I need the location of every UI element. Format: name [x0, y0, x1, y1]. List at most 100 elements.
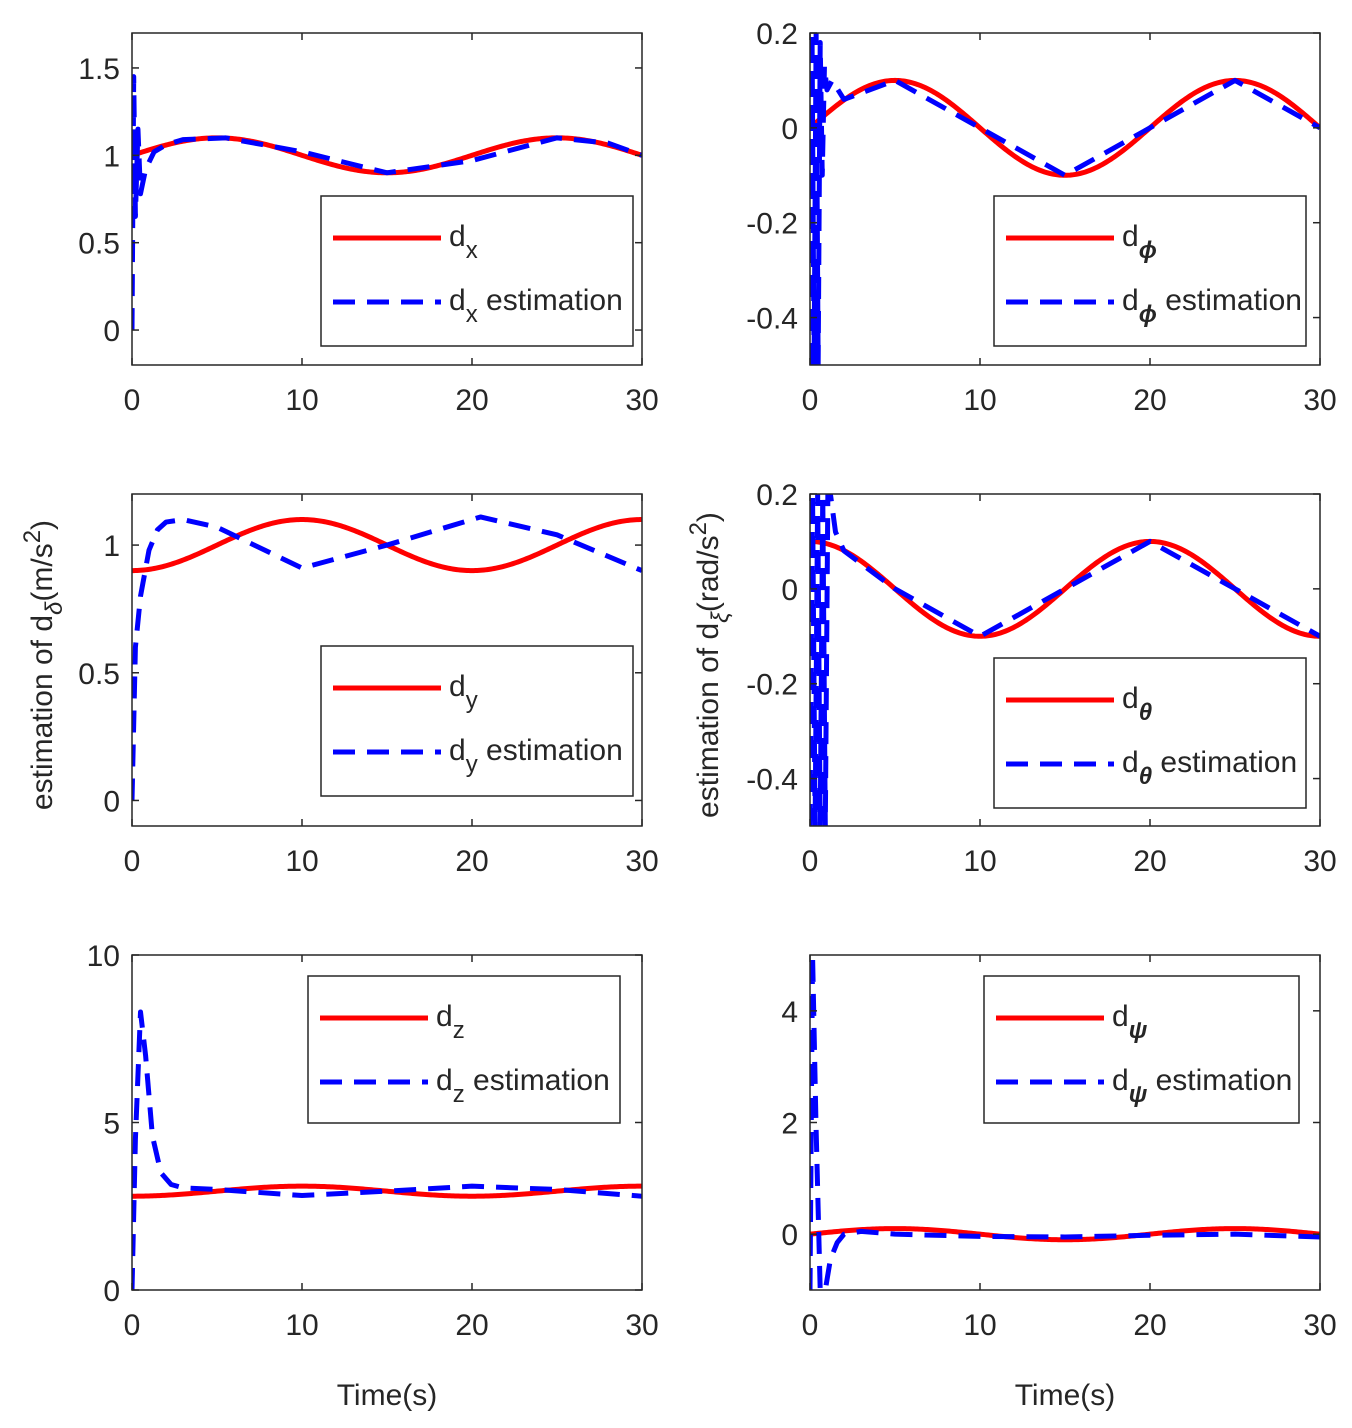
legend-label-tail: estimation [478, 734, 623, 767]
x-tick-label: 30 [625, 384, 658, 417]
legend-label-estimation: dθ estimation [1122, 746, 1297, 790]
x-tick-label: 20 [1133, 1309, 1166, 1342]
x-tick-label: 10 [963, 384, 996, 417]
series-estimation-line [132, 74, 642, 331]
legend-box [320, 645, 634, 797]
legend-label-base: d [1122, 746, 1139, 779]
legend-label-base: d [1112, 1000, 1129, 1033]
legend-label-sub: ϕ [1139, 237, 1157, 264]
series-estimation-line [132, 514, 642, 801]
x-tick-label: 30 [625, 845, 658, 878]
legend-label-actual: dθ [1122, 682, 1152, 726]
series-estimation-line [810, 955, 1320, 1290]
legend-box [320, 195, 634, 347]
y-tick-label: 1 [103, 530, 120, 563]
legend-label-tail: estimation [465, 1064, 610, 1097]
series-actual-line [132, 1183, 642, 1199]
legend-box [993, 195, 1307, 347]
legend-box [307, 975, 621, 1124]
legend-label-actual: dz [436, 1000, 465, 1044]
left-ylabel-sub: δ [41, 601, 68, 615]
legend: dz dz estimation [307, 975, 621, 1124]
x-tick-label: 30 [625, 1309, 658, 1342]
legend-label-sub: x [466, 237, 478, 264]
axes-box [809, 493, 1321, 827]
legend-label-base: d [1122, 220, 1139, 253]
legend-label-tail: estimation [1147, 1064, 1292, 1097]
x-tick-label: 0 [802, 384, 819, 417]
x-tick-label: 20 [1133, 384, 1166, 417]
x-tick-label: 0 [802, 845, 819, 878]
y-tick-label: 1.5 [78, 53, 120, 86]
legend-label-estimation: dy estimation [449, 734, 623, 778]
legend-label-base: d [1122, 284, 1139, 317]
legend-label-base: d [449, 734, 466, 767]
x-axis-title: Time(s) [1015, 1379, 1116, 1412]
legend-label-sub: ψ [1129, 1017, 1148, 1044]
legend-label-base: d [449, 670, 466, 703]
x-tick-label: 30 [1303, 384, 1336, 417]
axes-box [131, 32, 643, 366]
y-tick-label: 10 [87, 940, 120, 973]
legend-box [993, 657, 1307, 809]
x-tick-label: 10 [285, 384, 318, 417]
legend-label-base: d [1112, 1064, 1129, 1097]
legend-label-tail: estimation [1157, 284, 1302, 317]
left-ylabel-sup: 2 [19, 530, 46, 543]
x-tick-label: 20 [455, 384, 488, 417]
x-tick-label: 30 [1303, 1309, 1336, 1342]
x-tick-label: 0 [124, 384, 141, 417]
legend-label-estimation: dz estimation [436, 1064, 610, 1108]
legend-label-actual: dψ [1112, 1000, 1148, 1044]
left-ylabel-prefix: estimation of d [26, 615, 59, 810]
y-tick-label: 0 [781, 1219, 798, 1252]
legend-label-sub: θ [1139, 699, 1152, 726]
left-ylabel-unit: (m/s [26, 543, 59, 601]
legend-label-sub: y [466, 751, 478, 778]
legend-label-sub: θ [1139, 763, 1152, 790]
right-ylabel-sub: ξ [707, 611, 734, 623]
y-tick-label: 0 [781, 113, 798, 146]
legend-label-sub: y [466, 687, 478, 714]
x-tick-label: 30 [1303, 845, 1336, 878]
x-tick-label: 20 [455, 845, 488, 878]
legend-label-estimation: dϕ estimation [1122, 284, 1302, 328]
right-ylabel: estimation of dξ(rad/s2) [685, 512, 734, 818]
axes-box [809, 32, 1321, 366]
legend-label-estimation: dx estimation [449, 284, 623, 328]
legend-label-actual: dy [449, 670, 478, 714]
axes-box [131, 493, 643, 827]
y-tick-label: 0.5 [78, 228, 120, 261]
legend-label-base: d [1122, 682, 1139, 715]
legend-label-sub: ψ [1129, 1081, 1148, 1108]
x-tick-label: 10 [963, 845, 996, 878]
legend-label-base: d [436, 1000, 453, 1033]
panel-dphi: 0 10 20 30 -0.4 -0.2 0 0.2 dϕ dϕ estimation [746, 18, 1336, 417]
y-tick-label: -0.2 [746, 208, 798, 241]
y-tick-label: 0 [103, 315, 120, 348]
legend-label-tail: estimation [1152, 746, 1297, 779]
y-tick-label: -0.4 [746, 303, 798, 336]
series-estimation-line [132, 1009, 642, 1290]
x-tick-label: 0 [124, 845, 141, 878]
y-tick-label: 0 [781, 574, 798, 607]
left-ylabel-close: ) [26, 520, 59, 530]
y-tick-label: 0.5 [78, 658, 120, 691]
series-estimation-line [810, 494, 1320, 826]
legend-label-base: d [436, 1064, 453, 1097]
y-tick-label: 1 [103, 140, 120, 173]
y-tick-label: 0.2 [756, 18, 798, 51]
y-tick-label: 4 [781, 996, 798, 1029]
x-tick-label: 0 [802, 1309, 819, 1342]
x-tick-label: 20 [455, 1309, 488, 1342]
x-tick-label: 0 [124, 1309, 141, 1342]
x-tick-label: 20 [1133, 845, 1166, 878]
legend: dϕ dϕ estimation [993, 195, 1307, 347]
